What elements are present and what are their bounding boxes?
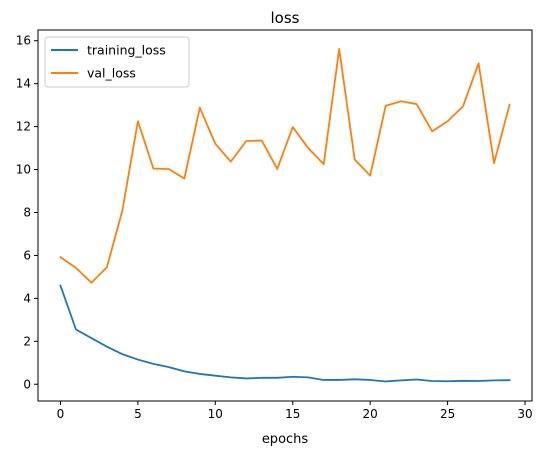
y-tick-label: 0 bbox=[23, 377, 31, 391]
legend-label-val_loss: val_loss bbox=[87, 66, 136, 81]
y-tick-label: 16 bbox=[16, 34, 31, 48]
y-tick-label: 10 bbox=[16, 163, 31, 177]
x-tick-label: 30 bbox=[517, 407, 532, 421]
y-tick-label: 2 bbox=[23, 334, 31, 348]
y-tick-label: 14 bbox=[16, 77, 31, 91]
y-tick-label: 12 bbox=[16, 120, 31, 134]
x-tick-label: 25 bbox=[440, 407, 455, 421]
x-tick-label: 10 bbox=[208, 407, 223, 421]
x-tick-label: 0 bbox=[57, 407, 65, 421]
legend-box bbox=[44, 36, 190, 88]
y-tick-label: 4 bbox=[23, 291, 31, 305]
legend-label-training_loss: training_loss bbox=[87, 43, 166, 58]
x-tick-label: 5 bbox=[134, 407, 142, 421]
x-tick-label: 15 bbox=[285, 407, 300, 421]
axes-frame bbox=[37, 29, 533, 402]
y-tick-label: 8 bbox=[23, 205, 31, 219]
x-axis-label: epochs bbox=[262, 432, 309, 447]
y-tick-label: 6 bbox=[23, 248, 31, 262]
x-tick-label: 20 bbox=[363, 407, 378, 421]
plot-area: 0 5 10 15 20 25 30 0 2 4 6 8 10 12 14 16 training_lossva… bbox=[16, 29, 533, 421]
series-line-val_loss bbox=[59, 47, 511, 284]
chart-title: loss bbox=[271, 9, 300, 27]
series-line-training_loss bbox=[59, 284, 511, 383]
